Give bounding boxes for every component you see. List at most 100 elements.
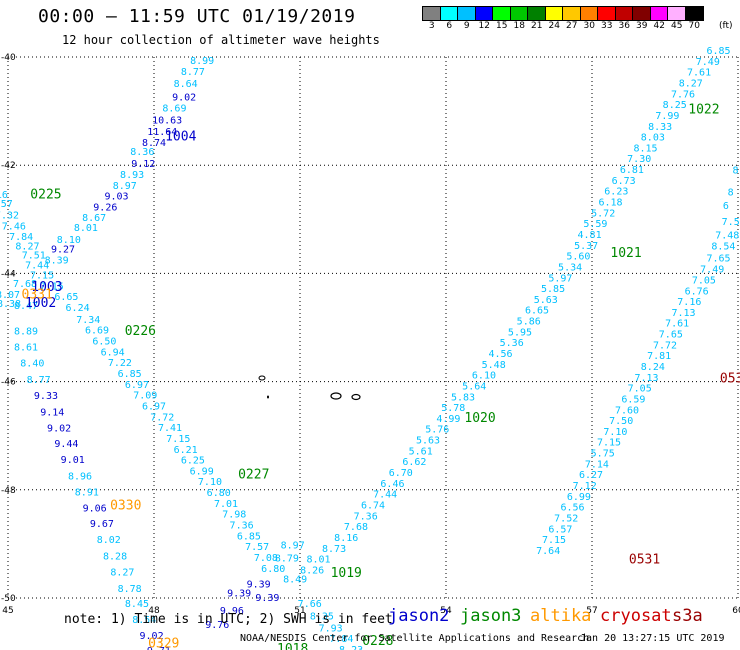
wave-height-value: 8.01 [74, 223, 98, 234]
wave-height-value: 7.66 [298, 599, 322, 610]
wave-height-value: 8.97 [281, 541, 305, 552]
color-scale-swatch [563, 7, 581, 20]
wave-height-value: 6.85 [706, 46, 730, 57]
wave-height-value: 6.65 [525, 306, 549, 317]
wave-height-value: 8.15 [633, 143, 657, 154]
color-scale-label: 30 [583, 21, 595, 31]
wave-height-value: 7.81 [647, 351, 671, 362]
wave-height-value: 8.79 [275, 554, 299, 565]
wave-height-value: 5.63 [534, 295, 558, 306]
wave-height-value: 7.49 [696, 57, 720, 68]
wave-height-value: 6 [723, 201, 729, 212]
color-scale-swatch [598, 7, 616, 20]
legend-jason3: jason3 [460, 606, 522, 626]
pass-time-label: 0228 [362, 634, 393, 649]
wave-height-value: 5.75 [591, 449, 615, 460]
wave-height-value: 7.57 [245, 542, 269, 553]
color-scale-label: 9 [463, 21, 470, 31]
wave-height-value: 7.5 [722, 217, 740, 228]
wave-height-value: 8.89 [14, 326, 38, 337]
color-scale-label: 12 [478, 21, 490, 31]
wave-height-value: 5.60 [566, 252, 590, 263]
color-scale-label: 42 [653, 21, 665, 31]
wave-height-value: 8.91 [75, 488, 99, 499]
wave-height-value: 8.97 [113, 181, 137, 192]
wave-height-value: 7.50 [609, 416, 633, 427]
legend-s3a: s3a [672, 606, 703, 626]
wave-height-value: 8.40 [20, 359, 44, 370]
x-tick-label: 48 [148, 606, 160, 616]
wave-height-value: 7.68 [13, 279, 37, 290]
color-scale-swatch [685, 7, 703, 20]
wave-height-value: 9.26 [93, 202, 117, 213]
wave-height-value: 9.12 [131, 159, 155, 170]
pass-time-label: 1004 [165, 130, 196, 145]
wave-height-value: 7.15 [542, 535, 566, 546]
wave-height-value: 7.52 [554, 513, 578, 524]
wave-height-value: 7.44 [373, 490, 397, 501]
y-tick-label: -48 [1, 486, 16, 496]
wave-height-value: 10.63 [152, 115, 182, 126]
wave-height-value: 6.10 [472, 371, 496, 382]
wave-height-value: 5.86 [517, 317, 541, 328]
wave-height-value: 6.69 [85, 326, 109, 337]
wave-height-value: 7.64 [536, 546, 560, 557]
wave-height-value: 7.01 [214, 499, 238, 510]
island-outline [258, 375, 266, 381]
color-scale-unit: (ft) [719, 21, 733, 31]
wave-height-value: 8.26 [300, 565, 324, 576]
wave-height-value: 8.47 [14, 301, 38, 312]
color-scale-swatch [668, 7, 686, 20]
pass-time-label: 0225 [30, 187, 61, 202]
wave-height-value: 7.10 [198, 477, 222, 488]
wave-height-value: 9.03 [104, 192, 128, 203]
wave-height-value: 8.10 [57, 235, 81, 246]
x-tick-label: 45 [2, 606, 13, 616]
wave-height-value: 6.85 [118, 369, 142, 380]
wave-height-value: 7.08 [254, 553, 278, 564]
wave-height-value: 5.72 [591, 208, 615, 219]
wave-height-value: 6.74 [361, 500, 385, 511]
wave-height-value: 6.97 [125, 380, 149, 391]
wave-height-value: 9.02 [140, 631, 164, 642]
footer-timestamp: Jan 20 13:27:15 UTC 2019 [580, 633, 725, 644]
wave-height-value: 6.62 [402, 457, 426, 468]
wave-height-value: 7.15 [166, 434, 190, 445]
wave-height-value: 8.23 [339, 645, 363, 650]
wave-height-value: 7.65 [706, 253, 730, 264]
wave-height-value: 9.27 [51, 245, 75, 256]
color-scale-swatch [475, 7, 493, 20]
footer-credit: NOAA/NESDIS Center for Satellite Applica… [240, 633, 590, 644]
pass-time-label: 0226 [125, 324, 156, 339]
wave-height-value: 6.46 [380, 479, 404, 490]
footer-note: note: 1) Time is in UTC; 2) SWH is in fe… [64, 612, 393, 627]
wave-height-value: 6.25 [181, 456, 205, 467]
wave-height-value: 5.85 [541, 284, 565, 295]
wave-height-value: 8.35 [310, 611, 334, 622]
wave-height-value: 8.77 [181, 67, 205, 78]
wave-height-value: 5.63 [416, 436, 440, 447]
wave-height-value: 8.54 [711, 241, 735, 252]
wave-height-value: 9.02 [47, 424, 71, 435]
wave-height-value: 7.44 [25, 260, 49, 271]
x-tick-label: 57 [586, 606, 597, 616]
color-scale-label: 24 [548, 21, 560, 31]
wave-height-value: 6.65 [54, 292, 78, 303]
wave-height-value: 7.16 [677, 297, 701, 308]
wave-height-value: 7.61 [665, 319, 689, 330]
wave-height-value: 6.97 [142, 401, 166, 412]
pass-time-label: 0531 [629, 553, 660, 568]
wave-height-value: 7.22 [108, 358, 132, 369]
wave-height-value: 8.27 [110, 568, 134, 579]
wave-height-value: 9.44 [54, 439, 78, 450]
wave-height-value: 4.56 [488, 349, 512, 360]
wave-height-value: 8.49 [283, 575, 307, 586]
wave-height-value: 5.34 [558, 262, 582, 273]
wave-height-value: 4.99 [436, 414, 460, 425]
wave-height-value: 8.96 [68, 471, 92, 482]
wave-height-value: 7.57 [0, 199, 13, 210]
wave-height-value: 6.70 [389, 468, 413, 479]
